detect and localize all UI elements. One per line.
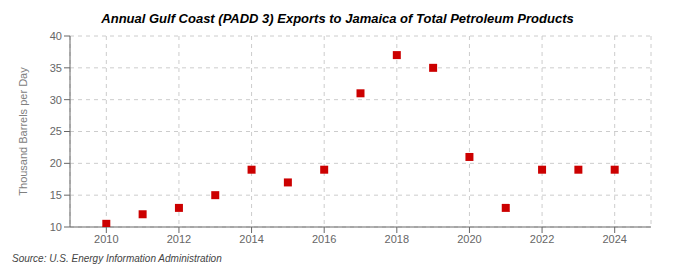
svg-text:25: 25: [50, 125, 62, 137]
svg-text:2016: 2016: [312, 233, 336, 245]
svg-text:40: 40: [50, 30, 62, 42]
svg-text:10: 10: [50, 221, 62, 233]
svg-text:15: 15: [50, 189, 62, 201]
svg-text:2018: 2018: [385, 233, 409, 245]
svg-text:2022: 2022: [530, 233, 554, 245]
svg-text:2024: 2024: [602, 233, 626, 245]
svg-text:20: 20: [50, 157, 62, 169]
svg-text:2020: 2020: [457, 233, 481, 245]
html-text:Annual Gulf Coast (PADD 3) Exp: Annual Gulf Coast (PADD 3) Exports to Ja…: [101, 11, 574, 26]
svg-text:2012: 2012: [167, 233, 191, 245]
svg-text:30: 30: [50, 94, 62, 106]
svg-text:2014: 2014: [239, 233, 263, 245]
svg-text:Thousand Barrels per Day: Thousand Barrels per Day: [17, 67, 29, 196]
svg-text:35: 35: [50, 62, 62, 74]
html-text:Source: U.S. Energy Informatio: Source: U.S. Energy Information Administ…: [12, 253, 222, 264]
svg-text:2010: 2010: [94, 233, 118, 245]
